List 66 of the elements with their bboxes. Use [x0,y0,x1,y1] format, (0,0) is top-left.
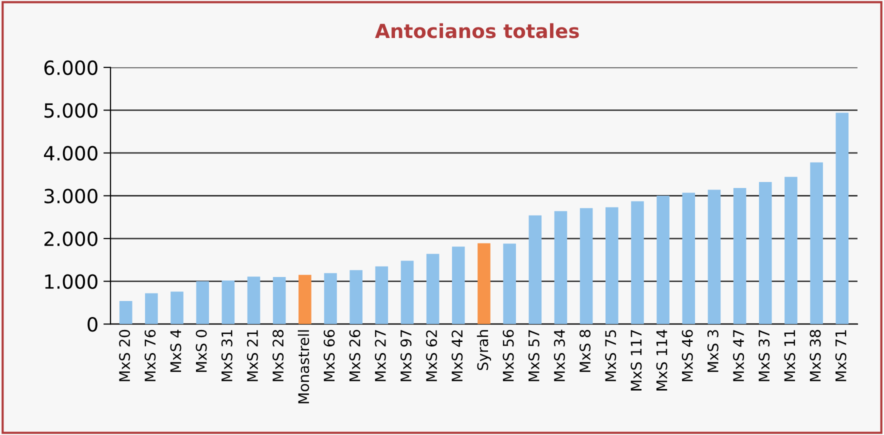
bar [375,266,388,324]
bar [298,274,312,324]
x-tick-label: MxS 27 [374,330,386,382]
x-tick-label: MxS 0 [196,330,207,372]
bar [784,176,798,324]
x-tick-label: MxS 4 [170,330,182,372]
x-tick-label: MxS 21 [246,330,258,382]
y-tick-label: 0 [88,317,98,332]
x-tick-label: MxS 38 [810,330,821,382]
x-tick-label: MxS 37 [758,330,770,382]
bar [733,188,746,324]
bar [426,254,440,324]
x-tick-label: MxS 47 [733,330,744,382]
x-tick-label: MxS 34 [554,330,565,382]
x-tick-label: MxS 11 [784,330,796,382]
x-tick-label: MxS 28 [272,330,284,382]
y-tick-label: 5.000 [44,103,98,118]
bar [170,292,184,324]
x-tick-label: MxS 66 [324,330,335,382]
x-tick-label: MxS 71 [835,330,846,382]
bar [606,207,618,324]
bar [119,300,132,324]
x-tick-label: Syrah [476,330,492,370]
bar [196,281,209,324]
bar [247,276,260,324]
y-tick-label: 1.000 [45,274,98,289]
y-tick-label: 6.000 [44,60,98,76]
bar [400,260,414,324]
x-tick-label: MxS 76 [144,330,156,382]
bar [631,201,644,324]
bar [452,246,465,324]
x-tick-label: MxS 62 [426,330,438,382]
chart-title: Antocianos totales [375,23,579,38]
bar [503,244,516,324]
bar [580,208,593,324]
x-tick-label: MxS 114 [656,330,668,390]
x-tick-label: MxS 97 [400,330,412,382]
x-tick-label: MxS 117 [630,330,642,390]
bar [478,243,490,324]
x-tick-label: MxS 46 [682,330,693,382]
bar [758,182,772,324]
x-tick-label: MxS 20 [119,330,130,382]
x-tick-label: MxS 42 [452,330,463,382]
y-tick-label: 3.000 [44,188,98,204]
x-tick-label: MxS 26 [349,330,360,382]
bar [145,293,158,324]
x-tick-label: Monastrell [298,330,310,404]
x-tick-label: MxS 8 [580,330,591,372]
y-tick-label: 2.000 [44,231,98,246]
y-tick-label: 4.000 [44,146,98,161]
x-tick-label: MxS 3 [707,330,718,372]
bar [836,112,849,324]
x-tick-label: MxS 56 [502,330,514,382]
bar [222,280,235,324]
x-tick-label: MxS 75 [605,330,616,382]
x-tick-label: MxS 31 [221,330,232,382]
bar [272,277,286,324]
bar [656,196,670,324]
bar [810,162,823,324]
bar [682,192,696,324]
x-tick-label: MxS 57 [528,330,540,382]
bar [708,190,721,324]
bar [554,211,568,324]
bar [528,215,542,324]
bar [324,273,337,324]
bar [350,270,362,324]
